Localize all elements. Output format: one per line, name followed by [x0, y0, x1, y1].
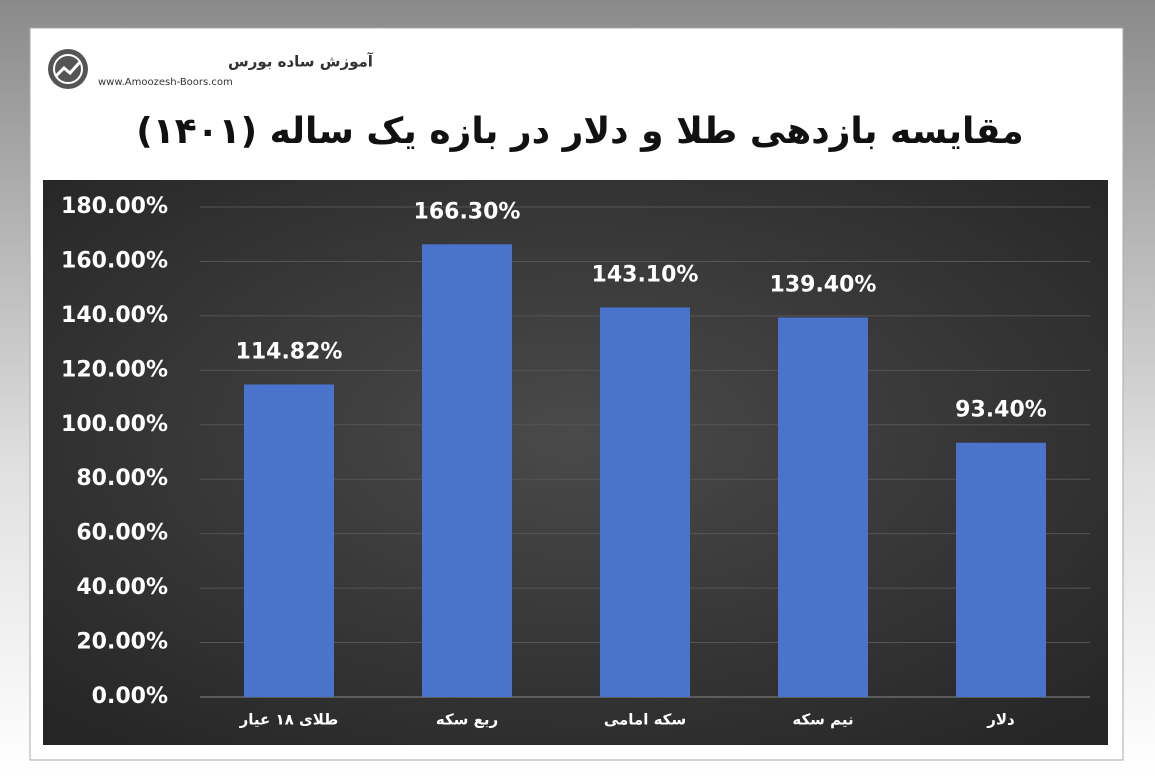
- bar: [422, 244, 512, 698]
- logo-icon: [48, 49, 88, 89]
- y-tick-label: 140.00%: [61, 303, 168, 328]
- logo-url: www.Amoozesh-Boors.com: [98, 77, 233, 88]
- value-label: 166.30%: [414, 199, 521, 224]
- y-tick-label: 0.00%: [92, 684, 168, 709]
- x-tick-label: ربع سکه: [436, 711, 498, 729]
- bar: [778, 317, 868, 697]
- x-tick-label: نیم سکه: [792, 711, 853, 729]
- plot-background: [43, 180, 1108, 745]
- chart-title: مقایسه بازدهی طلا و دلار در بازه یک ساله…: [136, 111, 1023, 152]
- y-tick-label: 100.00%: [61, 412, 168, 437]
- y-tick-label: 120.00%: [61, 357, 168, 382]
- y-tick-label: 60.00%: [76, 521, 168, 546]
- logo-name: آموزش ساده بورس: [228, 53, 374, 71]
- x-tick-label: طلای ۱۸ عیار: [239, 711, 339, 729]
- value-label: 143.10%: [592, 262, 699, 287]
- bar: [956, 442, 1046, 697]
- value-label: 139.40%: [770, 273, 877, 298]
- y-tick-label: 80.00%: [76, 466, 168, 491]
- x-tick-label: سکه امامی: [604, 711, 686, 729]
- bar: [600, 307, 690, 697]
- y-tick-label: 180.00%: [61, 194, 168, 219]
- value-label: 93.40%: [955, 398, 1047, 423]
- bar: [244, 384, 334, 697]
- x-tick-label: دلار: [986, 711, 1015, 729]
- value-label: 114.82%: [236, 339, 343, 364]
- y-tick-label: 160.00%: [61, 248, 168, 273]
- y-tick-label: 20.00%: [76, 630, 168, 655]
- y-tick-label: 40.00%: [76, 575, 168, 600]
